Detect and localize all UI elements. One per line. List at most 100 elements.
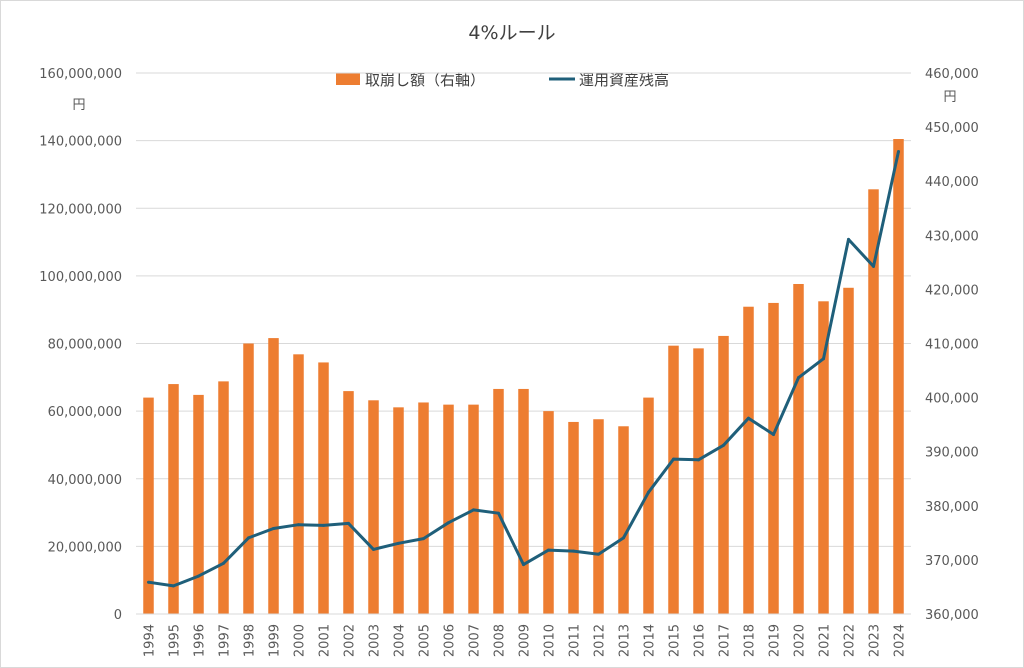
bar (793, 283, 804, 614)
line-point (147, 580, 150, 584)
x-tick-label: 2001 (318, 624, 333, 657)
right-tick-label: 400,000 (925, 392, 979, 407)
line-point (447, 521, 450, 525)
bar (443, 404, 454, 614)
line-point (572, 549, 575, 553)
right-tick-label: 430,000 (925, 229, 979, 244)
bar (493, 388, 504, 614)
right-axis-unit: 円 (943, 90, 956, 105)
bar (343, 391, 354, 614)
x-tick-label: 2002 (343, 624, 358, 657)
bar (743, 306, 754, 614)
bar (543, 411, 554, 614)
bar (418, 402, 429, 614)
x-tick-label: 2000 (293, 624, 308, 657)
line-point (672, 457, 675, 461)
x-tick-label: 2005 (418, 624, 433, 657)
right-tick-label: 380,000 (925, 500, 979, 515)
line-point (222, 561, 225, 565)
x-tick-label: 2003 (368, 624, 383, 657)
x-tick-label: 2007 (468, 624, 483, 657)
legend-bar-swatch (336, 73, 360, 85)
line-point (197, 574, 200, 578)
chart-title: 4%ルール (468, 22, 555, 44)
left-axis-ticks: 0 20,000,000 40,000,000 60,000,000 80,000,00… (39, 67, 122, 623)
bar-series (143, 139, 904, 614)
bar (893, 139, 904, 614)
bar (193, 394, 204, 614)
line-point (472, 508, 475, 512)
bar (868, 189, 879, 614)
x-tick-label: 2010 (543, 624, 558, 657)
x-tick-label: 2021 (818, 624, 833, 657)
bar (618, 426, 629, 614)
x-tick-label: 2023 (868, 624, 883, 657)
legend-line-label: 運用資産残高 (579, 71, 669, 89)
line-point (422, 537, 425, 541)
line-point (872, 264, 875, 268)
legend: 取崩し額（右軸） 運用資産残高 (336, 71, 669, 89)
line-point (722, 443, 725, 447)
x-tick-label: 2016 (693, 624, 708, 657)
bar (668, 345, 679, 614)
line-point (247, 536, 250, 540)
x-tick-label: 2004 (393, 624, 408, 657)
right-tick-label: 450,000 (925, 121, 979, 136)
x-tick-label: 2020 (793, 624, 808, 657)
left-tick-label: 140,000,000 (39, 135, 122, 150)
line-point (322, 523, 325, 527)
line-point (347, 521, 350, 525)
left-tick-label: 40,000,000 (48, 473, 122, 488)
x-tick-label: 2009 (518, 624, 533, 657)
x-tick-label: 1999 (268, 624, 283, 657)
line-series (147, 149, 900, 588)
bar (518, 388, 529, 614)
bar (768, 302, 779, 614)
line-point (772, 432, 775, 436)
x-tick-label: 2014 (643, 624, 658, 657)
bar (368, 400, 379, 614)
x-tick-label: 2024 (893, 624, 908, 657)
x-tick-label: 1995 (168, 624, 183, 657)
x-tick-label: 2008 (493, 624, 508, 657)
bar (393, 407, 404, 614)
right-tick-label: 440,000 (925, 175, 979, 190)
x-tick-label: 2022 (843, 624, 858, 657)
x-tick-label: 2015 (668, 624, 683, 657)
line-point (372, 547, 375, 551)
line-point (647, 490, 650, 494)
bar (268, 338, 279, 614)
x-tick-label: 1994 (143, 624, 158, 657)
line-point (272, 526, 275, 530)
right-tick-label: 420,000 (925, 283, 979, 298)
bar (168, 384, 179, 614)
right-tick-label: 370,000 (925, 554, 979, 569)
line-point (497, 511, 500, 515)
x-tick-label: 1996 (193, 624, 208, 657)
bar (293, 354, 304, 614)
bar (318, 362, 329, 614)
x-tick-label: 2012 (593, 624, 608, 657)
bar (643, 397, 654, 614)
line-point (697, 458, 700, 462)
line-point (747, 416, 750, 420)
right-tick-label: 410,000 (925, 338, 979, 353)
bar (843, 287, 854, 614)
left-tick-label: 160,000,000 (39, 67, 122, 82)
bar (593, 419, 604, 614)
left-tick-label: 20,000,000 (48, 540, 122, 555)
bar (718, 335, 729, 614)
left-axis-unit: 円 (72, 98, 85, 113)
bar (218, 381, 229, 614)
line-point (597, 552, 600, 556)
line-point (622, 536, 625, 540)
line-point (297, 523, 300, 527)
line-point (797, 376, 800, 380)
gridlines (136, 72, 911, 547)
right-tick-label: 460,000 (925, 67, 979, 82)
x-tick-label: 2018 (743, 624, 758, 657)
x-tick-label: 1997 (218, 624, 233, 657)
x-tick-label: 2019 (768, 624, 783, 657)
